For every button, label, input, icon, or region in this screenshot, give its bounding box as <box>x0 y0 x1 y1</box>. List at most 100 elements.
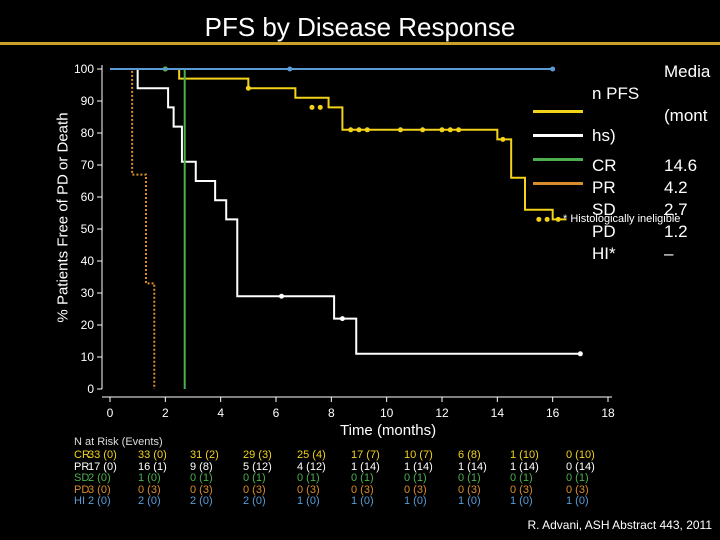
risk-cell-sd: 2 (0) <box>88 472 111 484</box>
risk-cell-pd: 3 (0) <box>88 483 111 496</box>
risk-cell-pr: 9 (8) <box>190 460 213 473</box>
risk-cell-hi: 1 (0) <box>458 495 481 507</box>
risk-cell-sd: 0 (1) <box>458 472 481 484</box>
y-tick-label: 60 <box>81 190 95 204</box>
risk-cell-sd: 0 (1) <box>190 472 213 484</box>
censor-mark-cr <box>317 104 323 110</box>
series-line-pd <box>110 68 156 389</box>
risk-cell-pr: 5 (12) <box>243 460 272 473</box>
censor-mark-cr <box>309 104 315 110</box>
y-tick-label: 10 <box>81 350 95 364</box>
page-title: PFS by Disease Response <box>204 12 516 42</box>
risk-cell-sd: 0 (1) <box>297 472 320 484</box>
risk-cell-pr: 1 (14) <box>458 460 487 473</box>
y-tick-label: 30 <box>81 286 95 300</box>
legend-label-pr: PR <box>592 178 616 197</box>
legend-label-hi: HI* <box>592 244 616 263</box>
legend-swatch-pd <box>533 182 583 185</box>
risk-cell-hi: 1 (0) <box>404 495 427 507</box>
censor-mark-cr <box>420 127 426 133</box>
y-tick-label: 70 <box>81 158 95 172</box>
x-tick-label: 18 <box>601 406 615 420</box>
risk-cell-cr: 29 (3) <box>243 449 272 461</box>
risk-cell-cr: 1 (10) <box>510 449 539 461</box>
risk-cell-pd: 0 (3) <box>297 483 320 496</box>
y-tick-label: 50 <box>81 222 95 236</box>
x-tick-label: 0 <box>107 406 114 420</box>
risk-cell-hi: 1 (0) <box>297 495 320 507</box>
risk-row-label-cr: CR <box>74 449 90 461</box>
risk-cell-hi: 2 (0) <box>190 495 213 507</box>
risk-cell-sd: 0 (1) <box>566 472 589 484</box>
risk-cell-sd: 0 (1) <box>351 472 374 484</box>
x-tick-label: 12 <box>435 406 449 420</box>
risk-row-label-hi: HI <box>74 495 85 507</box>
risk-cell-hi: 1 (0) <box>566 495 589 507</box>
risk-cell-cr: 33 (0) <box>88 449 117 461</box>
legend-label-sd: SD <box>592 200 616 219</box>
risk-cell-sd: 1 (0) <box>138 472 161 484</box>
censor-mark-cr <box>456 127 462 133</box>
legend-value-pd: 1.2 <box>664 222 688 241</box>
censor-mark-cr <box>544 216 550 222</box>
censor-mark-cr <box>500 136 506 142</box>
risk-cell-pd: 0 (3) <box>566 483 589 496</box>
source-citation: R. Advani, ASH Abstract 443, 2011 <box>527 518 712 532</box>
risk-cell-pd: 0 (3) <box>458 483 481 496</box>
risk-cell-pd: 0 (3) <box>351 483 374 496</box>
risk-cell-sd: 0 (1) <box>404 472 427 484</box>
risk-row-label-pr: PR <box>74 460 90 473</box>
censor-mark-cr <box>245 85 251 91</box>
y-tick-label: 0 <box>87 382 94 396</box>
risk-cell-hi: 2 (0) <box>243 495 266 507</box>
x-tick-label: 2 <box>162 406 169 420</box>
risk-cell-pd: 0 (3) <box>404 483 427 496</box>
risk-cell-cr: 0 (10) <box>566 449 595 461</box>
censor-mark-cr <box>447 127 453 133</box>
risk-cell-cr: 17 (7) <box>351 449 380 461</box>
risk-cell-sd: 0 (1) <box>243 472 266 484</box>
censor-mark-cr <box>398 127 403 133</box>
x-tick-label: 10 <box>380 406 394 420</box>
censor-mark-pr <box>279 293 285 299</box>
y-tick-label: 20 <box>81 318 95 332</box>
risk-cell-hi: 2 (0) <box>88 495 111 507</box>
series-line-cr <box>110 68 567 221</box>
legend-value-sd: 2.7 <box>664 200 688 219</box>
censor-mark-cr <box>364 127 370 133</box>
risk-cell-cr: 33 (0) <box>138 449 167 461</box>
legend-header-3: (mont <box>664 106 708 125</box>
risk-cell-pr: 1 (14) <box>351 460 380 473</box>
y-tick-label: 100 <box>74 62 94 76</box>
x-tick-label: 4 <box>217 406 224 420</box>
series-line-pr <box>110 68 581 355</box>
x-axis-label: Time (months) <box>340 422 437 439</box>
risk-cell-pr: 17 (0) <box>88 460 117 473</box>
risk-cell-pr: 4 (12) <box>297 460 326 473</box>
title-underline <box>0 42 720 45</box>
x-tick-label: 6 <box>273 406 280 420</box>
x-tick-label: 8 <box>328 406 335 420</box>
censor-mark-cr <box>439 127 445 133</box>
risk-cell-cr: 31 (2) <box>190 449 219 461</box>
censor-mark-pr <box>339 316 345 322</box>
censor-mark-hi <box>287 66 293 72</box>
legend-swatch-cr <box>533 110 583 113</box>
legend-label-cr: CR <box>592 156 617 175</box>
y-tick-label: 80 <box>81 126 95 140</box>
legend-header-4: hs) <box>592 126 616 145</box>
risk-cell-hi: 1 (0) <box>510 495 533 507</box>
legend-label-pd: PD <box>592 222 616 241</box>
y-tick-label: 40 <box>81 254 95 268</box>
legend-header-1: Media <box>664 62 711 81</box>
risk-cell-cr: 6 (8) <box>458 449 481 461</box>
legend-swatch-pr <box>533 134 583 137</box>
risk-cell-pr: 16 (1) <box>138 460 167 473</box>
censor-mark-cr <box>348 127 354 133</box>
risk-cell-hi: 1 (0) <box>351 495 374 507</box>
risk-cell-pd: 0 (3) <box>190 483 213 496</box>
risk-cell-pr: 1 (14) <box>404 460 433 473</box>
risk-cell-cr: 25 (4) <box>297 449 326 461</box>
y-axis-label: % Patients Free of PD or Death <box>54 112 72 323</box>
